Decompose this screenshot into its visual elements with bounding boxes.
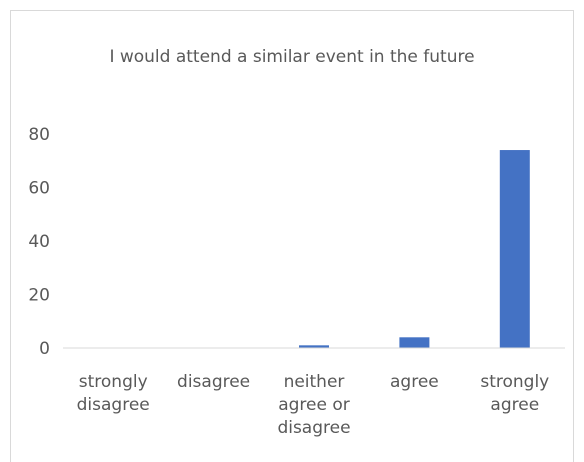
y-tick-label: 0 (39, 339, 50, 359)
y-tick-label: 40 (28, 232, 50, 252)
x-tick-label: strongly disagree (77, 372, 150, 415)
bar (399, 337, 430, 348)
x-tick-label: neither agree or disagree (277, 372, 350, 438)
x-tick-label: strongly agree (480, 372, 549, 415)
y-tick-label: 60 (28, 179, 50, 199)
chart-title: I would attend a similar event in the fu… (109, 47, 474, 67)
bar (499, 150, 530, 348)
chart-border (10, 10, 574, 462)
bar (299, 345, 329, 348)
y-tick-label: 20 (28, 286, 50, 306)
y-tick-label: 80 (28, 125, 50, 145)
x-tick-label: disagree (177, 372, 250, 392)
x-tick-label: agree (390, 372, 439, 392)
